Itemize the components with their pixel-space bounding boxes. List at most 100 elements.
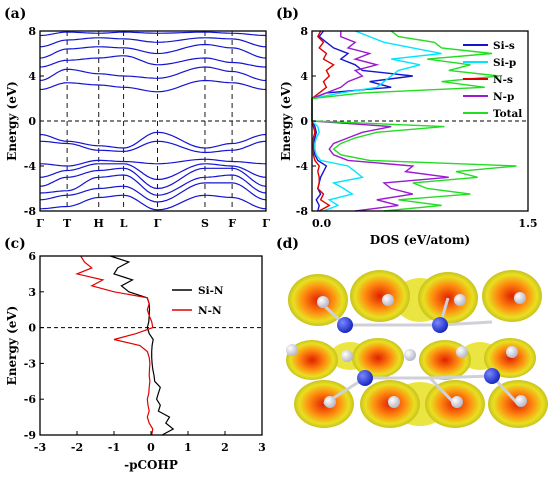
band-ylabel: Energy (eV) [5,81,19,161]
band-line [39,43,267,59]
pcohp-xtick-label: -2 [71,441,83,454]
band-line [39,163,267,181]
pcohp-xtick-label: 3 [258,441,266,454]
pcohp-xtick-label: 1 [184,441,192,454]
n-atom [324,396,336,408]
band-ytick-label: -8 [24,205,37,218]
pcohp-xtick-label: -3 [34,441,46,454]
panel-label-c: (c) [4,236,26,252]
dos-xtick-label: 1.5 [518,217,537,230]
kpoint-label: T [63,217,72,230]
n-atom [382,294,394,306]
pcohp-plot-frame [39,255,263,436]
pcohp-series-n-n [75,255,154,436]
n-atom [506,346,518,358]
dos-ytick-label: 4 [300,70,308,83]
pcohp-ylabel: Energy (eV) [5,306,19,386]
n-atom [286,344,298,356]
kpoint-label: Γ [262,217,270,230]
si-atom [357,370,373,386]
dos-ytick-label: 0 [300,115,308,128]
bond-line [439,320,493,327]
panel-label-b: (b) [276,6,299,22]
isosurface-lobe [286,340,338,380]
si-atom [337,317,353,333]
crystal-structure-image [286,260,548,428]
dos-series-n-p [311,31,449,212]
bond-line [429,374,493,380]
kpoint-label: Γ [36,217,44,230]
band-line [39,66,267,82]
band-line [39,37,267,48]
dos-legend: Si-s Si-p N-s N-p Total [463,40,522,120]
band-line [39,55,267,68]
legend-label: Total [493,108,522,120]
legend-label: Si-s [493,40,515,52]
band-line [39,31,267,37]
n-atom [515,395,527,407]
kpoint-label: L [120,217,128,230]
kpoint-label: S [201,217,209,230]
dos-xtick-label: 0.0 [312,217,331,230]
isosurface-lobe [352,338,404,378]
kpoint-label: F [228,217,236,230]
isosurface-lobe [484,338,536,378]
band-line [39,182,267,203]
n-atom [514,292,526,304]
legend-label: Si-N [198,285,224,297]
pcohp-ytick-label: 6 [28,250,36,263]
si-atom [484,368,500,384]
pcohp-xlabel: -pCOHP [124,458,178,472]
pcohp-ytick-label: -3 [24,357,36,370]
band-ytick-label: -4 [24,160,37,173]
dos-xlabel: DOS (eV/atom) [370,233,470,247]
legend-label: N-N [198,305,222,317]
isosurface-lobe [482,270,542,322]
panel-label-a: (a) [4,6,26,22]
pcohp-ytick-label: -6 [24,393,37,406]
dos-ytick-label: -4 [296,160,309,173]
n-atom [388,396,400,408]
legend-label: Si-p [493,57,516,69]
pcohp-legend: Si-N N-N [172,285,224,317]
band-line [39,174,267,196]
band-line [39,194,267,211]
pcohp-series-si-n [110,255,175,436]
dos-ytick-label: -8 [296,205,309,218]
pcohp-xtick-label: 2 [221,441,229,454]
pcohp-ytick-label: 0 [28,322,36,335]
kpoint-label: H [94,217,104,230]
panel-label-d: (d) [276,236,299,252]
dos-ytick-label: 8 [300,25,308,38]
band-line [40,158,267,167]
band-line [39,167,267,190]
dos-ylabel: Energy (eV) [279,81,293,161]
band-ytick-label: 8 [28,25,36,38]
dos-chart: 8 4 0 -4 -80.0 1.5 DOS (eV/atom) Energy (eV) Si-… [279,25,538,247]
n-atom [454,294,466,306]
si-atom [432,317,448,333]
band-line [39,131,267,149]
n-atom [317,296,329,308]
n-atom [404,349,416,361]
pcohp-ytick-label: 3 [28,286,36,299]
kpoint-label: Γ [154,217,162,230]
band-ytick-label: 4 [28,70,36,83]
legend-label: N-p [493,91,514,103]
bond-line [428,376,457,406]
isosurface-lobe [350,270,410,322]
n-atom [341,350,353,362]
legend-label: N-s [493,74,513,86]
band-ytick-label: 0 [28,115,36,128]
band-line [40,140,267,154]
band-line [39,79,267,93]
isosurface-lobe [419,340,471,380]
n-atom [456,346,468,358]
pcohp-ytick-label: -9 [24,429,36,442]
n-atom [451,396,463,408]
pcohp-xtick-label: 0 [147,441,155,454]
pcohp-xtick-label: -1 [108,441,120,454]
